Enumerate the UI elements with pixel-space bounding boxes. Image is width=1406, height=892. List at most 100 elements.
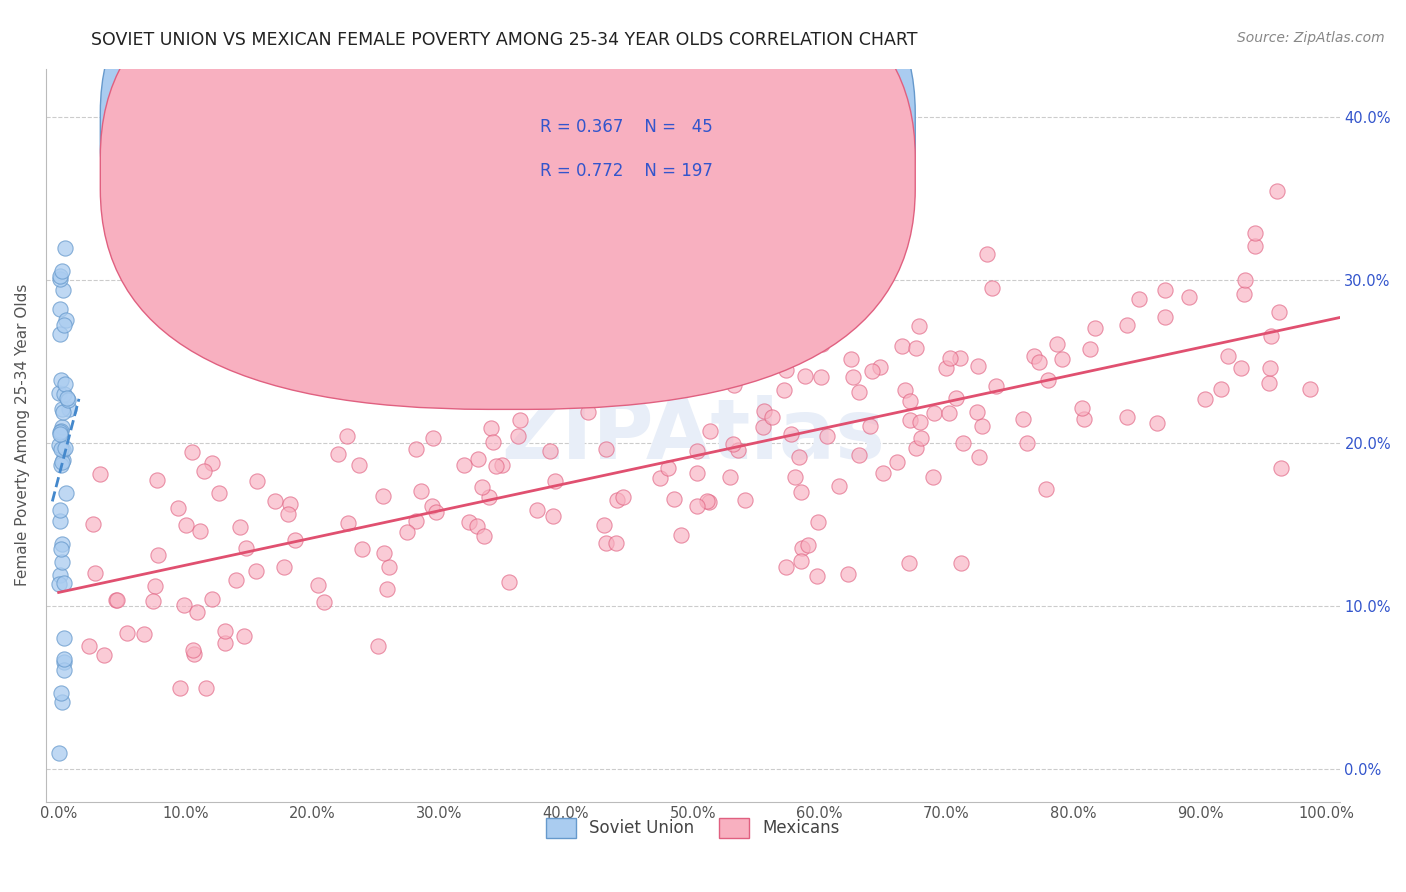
Point	[167, 501, 190, 516]
Point	[806, 569, 828, 583]
Point	[1258, 376, 1281, 390]
Point	[52, 405, 75, 419]
Point	[201, 592, 224, 607]
Point	[752, 420, 775, 434]
Point	[1216, 350, 1239, 364]
Point	[859, 419, 882, 434]
Point	[949, 557, 972, 571]
Point	[183, 647, 205, 661]
Point	[1028, 355, 1050, 369]
Point	[568, 338, 591, 352]
Point	[307, 578, 329, 592]
Point	[872, 467, 894, 481]
Point	[897, 556, 920, 570]
Point	[77, 639, 100, 653]
Point	[1073, 412, 1095, 426]
Point	[49, 442, 72, 457]
Point	[367, 639, 389, 653]
Point	[792, 541, 814, 556]
Point	[498, 575, 520, 590]
Point	[686, 499, 709, 513]
Point	[841, 275, 863, 289]
Point	[56, 393, 79, 408]
Point	[810, 336, 832, 351]
Point	[228, 520, 250, 534]
Point	[422, 432, 444, 446]
Point	[181, 643, 204, 657]
Point	[1233, 286, 1256, 301]
Point	[1116, 410, 1139, 425]
Point	[214, 636, 236, 650]
Point	[491, 458, 513, 472]
Point	[1260, 329, 1282, 343]
Point	[52, 652, 75, 666]
Point	[225, 574, 247, 588]
Point	[49, 326, 72, 341]
Point	[662, 491, 685, 506]
Point	[49, 373, 72, 387]
Point	[1298, 382, 1320, 396]
Point	[837, 567, 859, 582]
Point	[1244, 238, 1267, 252]
Point	[606, 493, 628, 508]
Point	[648, 471, 671, 485]
Point	[949, 351, 972, 365]
Point	[775, 363, 797, 377]
Point	[1116, 318, 1139, 332]
Point	[52, 283, 75, 297]
Point	[420, 499, 443, 513]
Point	[898, 413, 921, 427]
Text: Source: ZipAtlas.com: Source: ZipAtlas.com	[1237, 31, 1385, 45]
Point	[886, 455, 908, 469]
Point	[908, 319, 931, 334]
Point	[790, 485, 813, 500]
Point	[783, 470, 806, 484]
Point	[458, 515, 481, 529]
Point	[53, 441, 76, 455]
Point	[49, 568, 72, 582]
Point	[1011, 411, 1033, 425]
Point	[697, 495, 720, 509]
Point	[173, 598, 195, 612]
Point	[470, 379, 492, 393]
Point	[52, 453, 75, 467]
Point	[328, 447, 350, 461]
Point	[970, 418, 993, 433]
Point	[105, 593, 128, 607]
Point	[104, 593, 127, 607]
Point	[1038, 373, 1060, 387]
Point	[839, 351, 862, 366]
Point	[48, 746, 70, 760]
Text: R = 0.367    N =   45: R = 0.367 N = 45	[540, 118, 713, 136]
Point	[195, 681, 218, 695]
Point	[1154, 283, 1177, 297]
Point	[51, 401, 73, 416]
Point	[49, 301, 72, 316]
Point	[48, 268, 70, 283]
Point	[723, 378, 745, 392]
Point	[1128, 292, 1150, 306]
Point	[657, 461, 679, 475]
Point	[1078, 343, 1101, 357]
Point	[775, 560, 797, 574]
Point	[53, 655, 76, 669]
Point	[984, 379, 1007, 393]
Point	[1045, 337, 1067, 351]
Point	[1244, 227, 1267, 241]
Point	[82, 516, 104, 531]
Text: R = 0.772    N = 197: R = 0.772 N = 197	[540, 162, 713, 180]
Point	[467, 452, 489, 467]
Point	[734, 492, 756, 507]
Point	[48, 272, 70, 286]
Point	[752, 404, 775, 418]
Point	[190, 524, 212, 539]
Point	[1267, 184, 1289, 198]
Point	[375, 582, 398, 596]
Point	[52, 575, 75, 590]
Point	[952, 435, 974, 450]
Point	[1035, 482, 1057, 496]
Point	[51, 458, 73, 472]
Point	[52, 443, 75, 458]
Text: ZIPAtlas: ZIPAtlas	[501, 394, 884, 475]
FancyBboxPatch shape	[100, 0, 915, 409]
